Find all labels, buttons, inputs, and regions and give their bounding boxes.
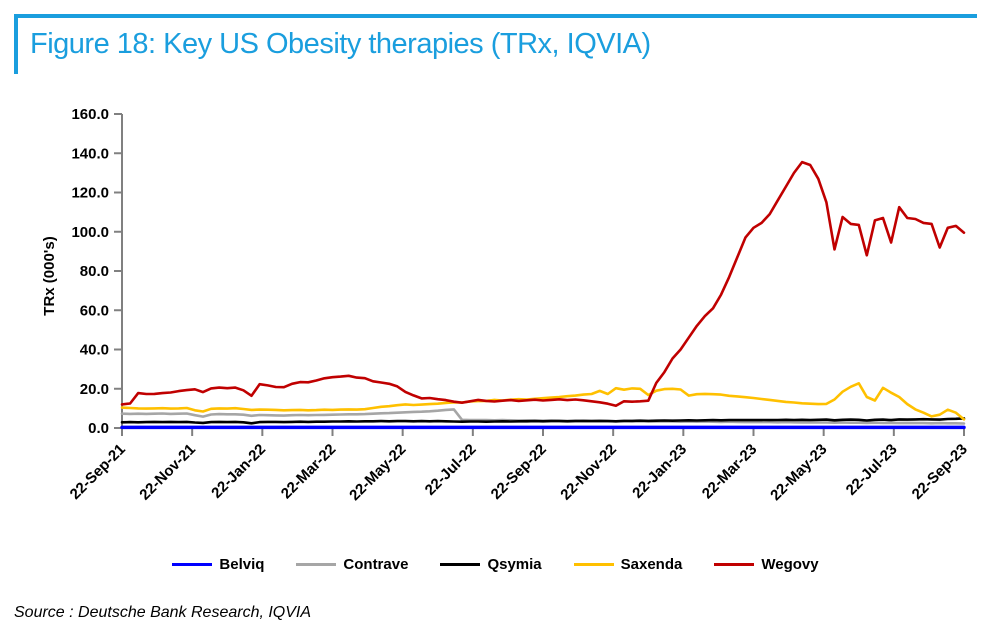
x-axis-tick-label: 22-May-23	[767, 441, 830, 504]
figure-header-left-rule	[14, 14, 18, 74]
x-axis-tick-label: 22-Sep-23	[909, 441, 971, 503]
figure-header-top-rule	[14, 14, 977, 18]
axis-lines	[121, 114, 964, 429]
series-line-qsymia	[120, 417, 966, 425]
legend-item-contrave: Contrave	[296, 556, 408, 573]
chart-legend: Belviq Contrave Qsymia Saxenda Wegovy	[0, 556, 991, 573]
y-axis-tick-label: 140.0	[71, 145, 109, 162]
x-axis-tick-label: 22-Mar-22	[278, 441, 340, 503]
legend-item-qsymia: Qsymia	[440, 556, 542, 573]
x-axis-tick-label: 22-Nov-22	[557, 441, 620, 504]
x-axis-tick-label: 22-May-22	[346, 441, 409, 504]
chart-axes	[114, 113, 965, 436]
y-axis-tick-label: 0.0	[88, 420, 109, 437]
x-axis-tick-label: 22-Jan-22	[208, 441, 269, 502]
legend-label-saxenda: Saxenda	[620, 556, 683, 573]
legend-swatch-belviq	[172, 563, 213, 566]
x-axis-tick-label: 22-Sep-21	[67, 441, 129, 503]
x-axis-tick-label: 22-Jul-23	[843, 441, 901, 499]
legend-label-qsymia: Qsymia	[487, 556, 542, 573]
legend-label-contrave: Contrave	[343, 556, 409, 573]
x-axis-tick-label: 22-Nov-21	[136, 441, 199, 504]
chart-series-lines	[120, 160, 966, 430]
x-axis-tick-label: 22-Jul-22	[422, 441, 480, 499]
x-axis-tick-labels: 22-Sep-21 22-Nov-21 22-Jan-22 22-Mar-22 22-M…	[67, 441, 971, 504]
y-axis-title: TRx (000's)	[41, 236, 58, 315]
legend-swatch-wegovy	[714, 563, 755, 566]
legend-swatch-saxenda	[573, 563, 614, 566]
x-axis-tick-label: 22-Jan-23	[629, 441, 690, 502]
legend-label-belviq: Belviq	[219, 556, 265, 573]
legend-item-belviq: Belviq	[172, 556, 264, 573]
y-axis-tick-label: 20.0	[80, 381, 109, 398]
figure-title: Figure 18: Key US Obesity therapies (TRx…	[30, 28, 651, 60]
legend-label-wegovy: Wegovy	[761, 556, 819, 573]
legend-swatch-qsymia	[440, 563, 481, 566]
y-axis-tick-labels: 0.0 20.0 40.0 60.0 80.0 100.0 120.0 140.0 160.0	[71, 106, 109, 437]
x-axis-tick-label: 22-Sep-22	[488, 441, 550, 503]
y-axis-tick-label: 120.0	[71, 185, 109, 202]
source-note: Source : Deutsche Bank Research, IQVIA	[14, 604, 312, 621]
y-axis-tick-label: 100.0	[71, 224, 109, 241]
series-line-wegovy	[120, 160, 966, 408]
legend-item-saxenda: Saxenda	[573, 556, 683, 573]
y-axis-tick-label: 160.0	[71, 106, 109, 123]
y-axis-tick-label: 60.0	[80, 302, 109, 319]
series-line-saxenda	[120, 381, 966, 421]
legend-swatch-contrave	[296, 563, 337, 566]
obesity-trx-line-chart: 0.020.040.060.080.0100.0120.0140.0160.0 …	[41, 106, 971, 504]
x-axis-tick-label: 22-Mar-23	[699, 441, 761, 503]
legend-item-wegovy: Wegovy	[714, 556, 819, 573]
y-axis-tick-label: 80.0	[80, 263, 109, 280]
y-axis-tick-label: 40.0	[80, 342, 109, 359]
